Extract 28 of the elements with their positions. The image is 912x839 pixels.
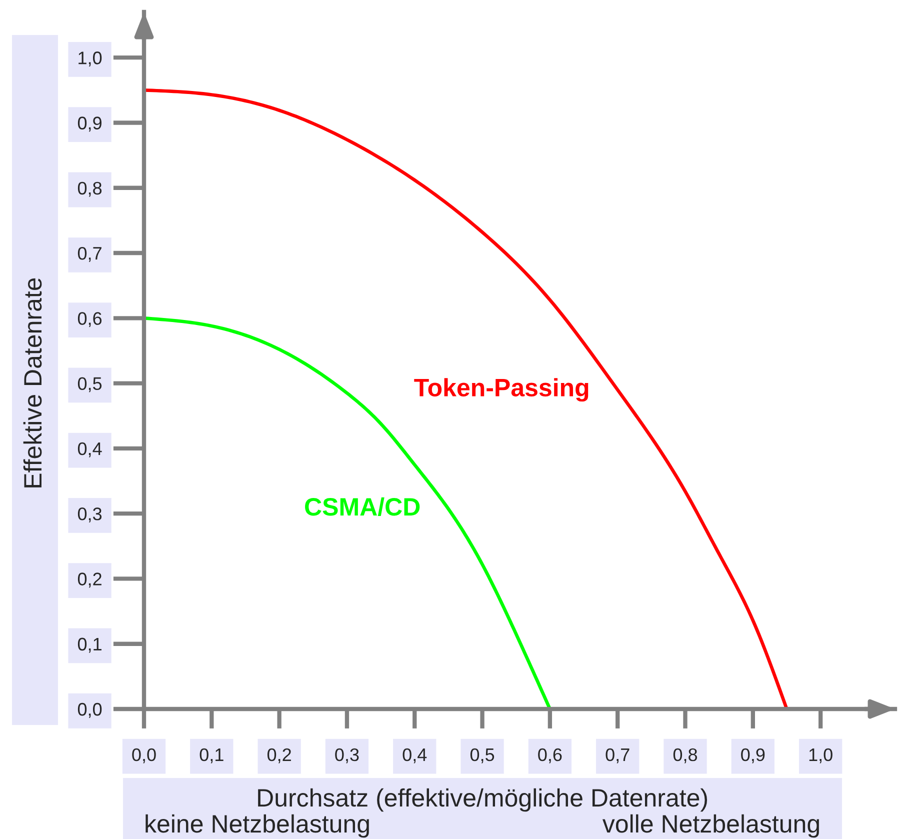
x-tick-label: 0,6: [538, 748, 562, 764]
y-tick-label: 0,4: [78, 442, 102, 458]
x-tick-label: 0,5: [470, 748, 494, 764]
x-tick-label: 1,0: [809, 748, 832, 764]
x-tick-label: 0,1: [200, 748, 224, 764]
text: volle Netzbelastung: [602, 814, 819, 838]
y-tick-label: 0,8: [78, 182, 102, 197]
y-axis-title: Effektive Datenrate: [23, 278, 42, 488]
x-tick-label: 0,0: [132, 748, 156, 764]
y-tick-label: 0,3: [78, 508, 102, 522]
x-tick-label: 0,3: [335, 748, 359, 764]
y-tick-label: 0,5: [78, 377, 102, 392]
x-tick-label: 0,9: [741, 748, 765, 764]
y-tick-label: 0,7: [78, 246, 102, 262]
x-tick-label: 0,2: [267, 748, 291, 764]
series-label: CSMA/CD: [305, 497, 420, 516]
x-tick-label: 0,4: [402, 748, 427, 764]
x-tick-label: 0,8: [673, 748, 698, 764]
y-tick-label: 0,1: [78, 638, 102, 653]
y-tick-label: 0,0: [78, 702, 102, 718]
y-tick-label: 0,2: [78, 572, 102, 588]
series-label: Token-Passing: [414, 378, 588, 402]
text: keine Netzbelastung: [146, 814, 369, 838]
x-tick-label: 0,7: [606, 748, 630, 764]
y-tick-label: 0,6: [78, 312, 102, 328]
y-tick-label: 0,9: [78, 116, 102, 132]
x-axis-title: Durchsatz (effektive/mögliche Datenrate): [258, 788, 708, 812]
y-tick-label: 1,0: [78, 52, 102, 66]
